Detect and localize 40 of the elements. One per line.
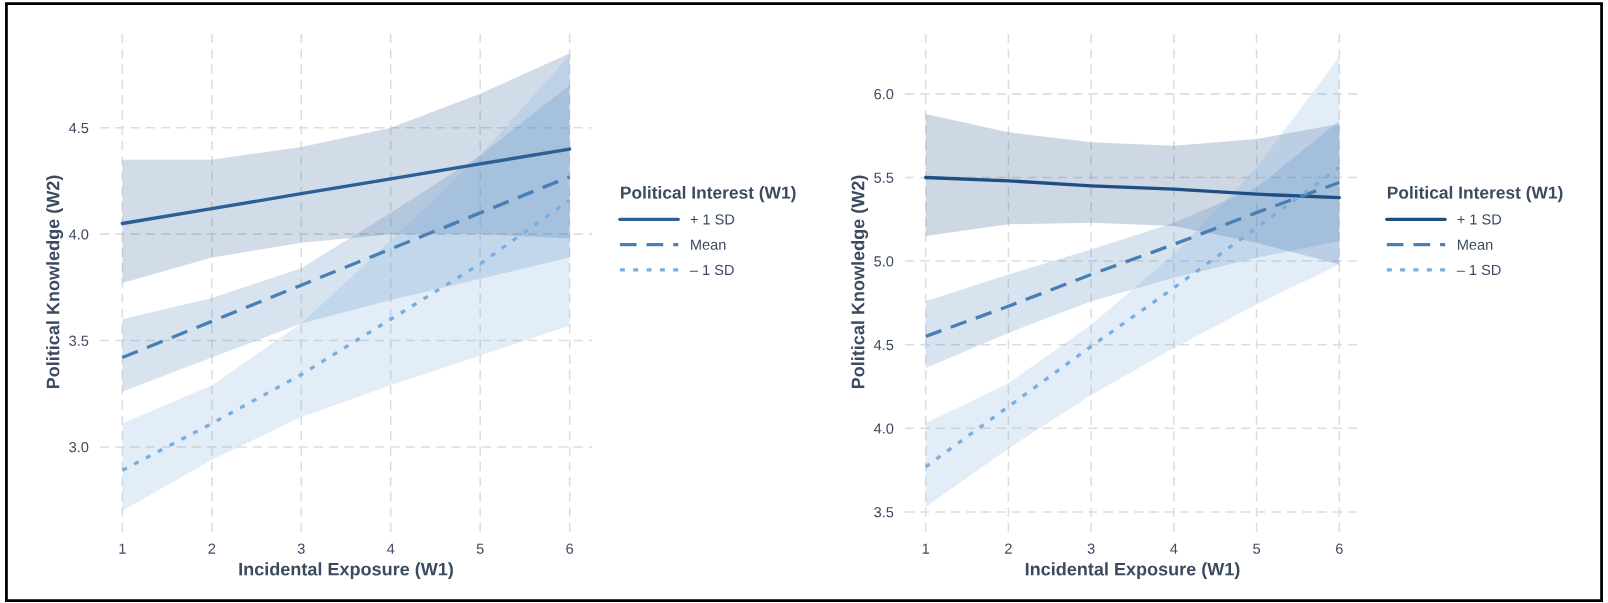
line-series: [924, 175, 1341, 200]
x-tick-label: 6: [1336, 543, 1343, 554]
x-tick-label: 5: [1253, 543, 1261, 554]
y-tick-label: 4.0: [68, 229, 89, 240]
y-tick-label: 4.5: [68, 123, 89, 134]
x-tick-label: 3: [297, 543, 305, 554]
x-tick-label: 6: [566, 543, 574, 554]
x-tick-label: 3: [1087, 543, 1095, 554]
x-tick-label: 4: [387, 543, 395, 554]
legend-label: Mean: [1457, 239, 1493, 250]
y-tick-label: 3.5: [69, 335, 89, 346]
y-tick-label: 6.0: [874, 88, 894, 100]
line-series: [924, 180, 1341, 339]
y-tick-label: 5.5: [874, 172, 894, 183]
x-axis-title: Incidental Exposure (W1): [1025, 562, 1240, 580]
y-tick-label: 3.0: [69, 441, 89, 453]
y-tick-label: 4.0: [873, 423, 894, 434]
x-tick-label: 5: [476, 543, 484, 554]
legend-label: – 1 SD: [1456, 264, 1501, 276]
y-tick-label: 5.0: [874, 256, 894, 267]
legend-title: Political Interest (W1): [621, 186, 796, 203]
legend-label: Mean: [691, 239, 726, 250]
x-tick-label: 1: [119, 543, 126, 554]
x-tick-label: 2: [1005, 543, 1012, 554]
legend-title: Political Interest (W1): [1387, 186, 1563, 203]
line-series: [924, 165, 1341, 469]
y-tick-label: 4.5: [873, 339, 894, 351]
x-tick-label: 4: [1170, 543, 1178, 554]
legend-label: – 1 SD: [689, 264, 734, 276]
line-series: [120, 198, 572, 472]
x-axis-title: Incidental Exposure (W1): [239, 562, 453, 580]
y-axis-title: Political Knowledge (W2): [851, 175, 869, 389]
y-tick-label: 3.5: [874, 507, 894, 518]
legend-label: + 1 SD: [690, 214, 735, 225]
legend-label: + 1 SD: [1457, 214, 1502, 225]
y-axis-title: Political Knowledge (W2): [46, 175, 64, 389]
x-tick-label: 2: [208, 543, 216, 554]
x-tick-label: 1: [922, 543, 930, 554]
line-series: [120, 147, 572, 226]
line-series: [120, 175, 572, 360]
